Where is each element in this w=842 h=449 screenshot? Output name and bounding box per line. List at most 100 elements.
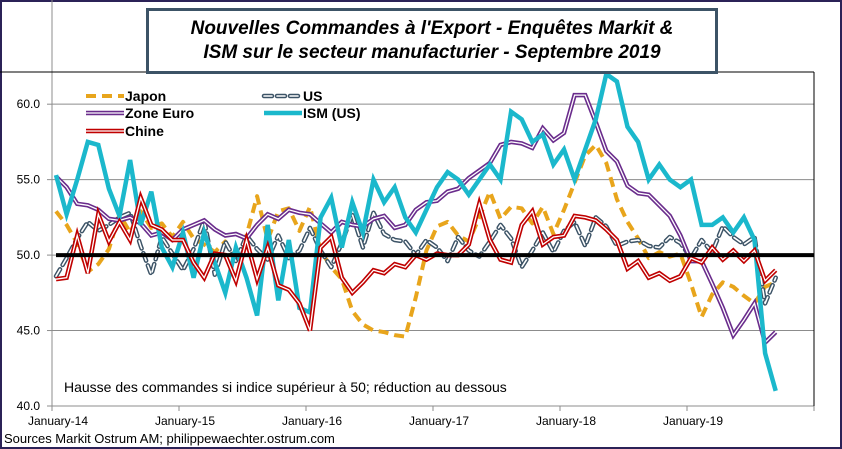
data-point [182, 269, 184, 271]
data-point [457, 236, 459, 238]
data-point [669, 215, 671, 217]
data-point [563, 234, 565, 236]
data-point [256, 224, 258, 226]
data-point [457, 188, 459, 190]
data-point [394, 227, 396, 229]
data-point [764, 352, 766, 354]
data-point [341, 221, 343, 223]
data-point [658, 204, 660, 206]
data-point [277, 210, 279, 212]
data-point [552, 163, 554, 165]
data-point [161, 222, 163, 224]
data-point [573, 94, 575, 96]
data-point [573, 215, 575, 217]
data-point [521, 118, 523, 120]
data-point [383, 201, 385, 203]
data-point [383, 215, 385, 217]
data-point [245, 277, 247, 279]
data-point [584, 94, 586, 96]
data-point [478, 178, 480, 180]
data-point [648, 245, 650, 247]
x-tick-label: January-19 [663, 414, 723, 428]
data-point [203, 231, 205, 233]
data-point [531, 147, 533, 149]
x-tick-label: January-14 [28, 414, 88, 428]
data-point [65, 224, 67, 226]
data-point [722, 307, 724, 309]
data-point [648, 257, 650, 259]
data-point [87, 141, 89, 143]
data-point [489, 239, 491, 241]
data-point [214, 228, 216, 230]
data-point [690, 257, 692, 259]
data-point [182, 231, 184, 233]
data-point [775, 269, 777, 271]
data-point [87, 221, 89, 223]
data-point [97, 213, 99, 215]
data-point [584, 216, 586, 218]
data-point [394, 263, 396, 265]
data-point [97, 144, 99, 146]
title-box: Nouvelles Commandes à l'Export - Enquête… [146, 8, 718, 74]
data-point [309, 213, 311, 215]
data-point [605, 162, 607, 164]
data-point [542, 231, 544, 233]
data-point [372, 269, 374, 271]
data-point [753, 302, 755, 304]
data-point [192, 277, 194, 279]
data-point [372, 329, 374, 331]
data-point [351, 292, 353, 294]
data-point [669, 236, 671, 238]
data-point [362, 246, 364, 248]
data-point [489, 191, 491, 193]
legend-item: ISM (US) [264, 105, 361, 121]
data-point [108, 224, 110, 226]
data-point [616, 198, 618, 200]
data-point [129, 239, 131, 241]
data-point [224, 240, 226, 242]
data-point [732, 249, 734, 251]
chart-title-line-2: ISM sur le secteur manufacturier - Septe… [203, 42, 661, 63]
data-point [658, 246, 660, 248]
data-point [743, 295, 745, 297]
data-point [415, 231, 417, 233]
data-point [478, 169, 480, 171]
chart-title-line-1: Nouvelles Commandes à l'Export - Enquête… [190, 18, 674, 39]
data-point [76, 203, 78, 205]
data-point [309, 329, 311, 331]
data-point [351, 201, 353, 203]
data-point [478, 216, 480, 218]
data-point [584, 148, 586, 150]
data-point [499, 144, 501, 146]
data-point [425, 258, 427, 260]
data-point [637, 260, 639, 262]
data-point [732, 334, 734, 336]
data-point [616, 160, 618, 162]
data-point [182, 221, 184, 223]
data-point [595, 118, 597, 120]
data-point [436, 225, 438, 227]
data-point [595, 219, 597, 221]
data-point [626, 185, 628, 187]
legend-label: Chine [125, 123, 164, 139]
data-point [214, 261, 216, 263]
y-tick-label: 55.0 [17, 173, 41, 187]
data-point [150, 234, 152, 236]
data-point [108, 188, 110, 190]
data-point [552, 251, 554, 253]
data-point [468, 249, 470, 251]
data-point [372, 218, 374, 220]
data-point [478, 203, 480, 205]
data-point [319, 246, 321, 248]
data-point [108, 218, 110, 220]
data-point [489, 163, 491, 165]
data-point [637, 239, 639, 241]
data-point [510, 141, 512, 143]
data-point [775, 277, 777, 279]
data-point [711, 246, 713, 248]
data-point [383, 233, 385, 235]
data-point [531, 222, 533, 224]
data-point [235, 233, 237, 235]
data-point [245, 239, 247, 241]
data-point [542, 127, 544, 129]
